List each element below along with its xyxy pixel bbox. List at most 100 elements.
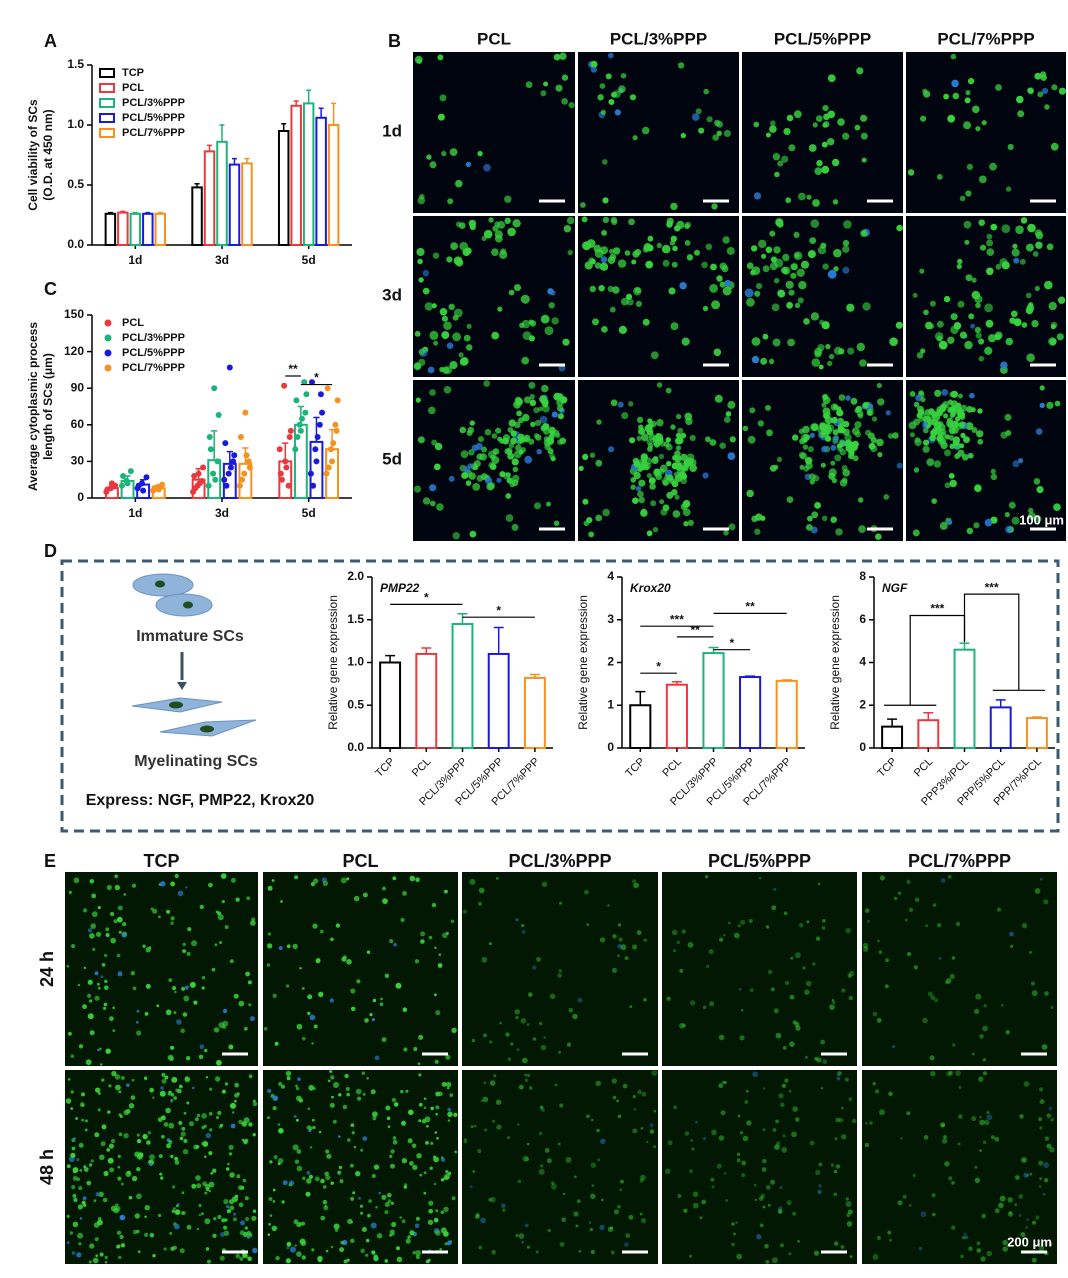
cell <box>208 1151 213 1156</box>
cell <box>417 196 426 205</box>
bar <box>379 661 402 749</box>
cell <box>390 1201 394 1205</box>
cell <box>84 1128 88 1132</box>
cell <box>425 1141 429 1145</box>
cell <box>121 932 127 938</box>
cell <box>208 1111 213 1116</box>
significance-label: * <box>656 659 661 673</box>
cell <box>632 879 637 884</box>
cell <box>441 331 450 340</box>
cell <box>198 1213 202 1217</box>
cell <box>1031 1257 1037 1263</box>
cell <box>313 1024 318 1029</box>
cell <box>312 1125 316 1130</box>
cell <box>483 1081 487 1085</box>
cell <box>367 1213 371 1218</box>
cell <box>559 52 567 60</box>
cell <box>493 1074 497 1078</box>
cell <box>896 462 903 469</box>
cell <box>698 127 705 134</box>
cell <box>916 352 924 359</box>
cell <box>174 990 177 994</box>
cell <box>831 158 840 167</box>
cell <box>428 935 433 940</box>
cell <box>754 290 761 297</box>
cell <box>193 1144 199 1150</box>
cell <box>505 1032 510 1037</box>
cell <box>923 309 929 316</box>
cell <box>710 1177 715 1182</box>
cell <box>871 416 878 422</box>
cell <box>854 421 862 429</box>
cell <box>772 153 781 161</box>
cell <box>666 221 673 228</box>
cell <box>815 115 823 122</box>
cell <box>709 1001 715 1007</box>
cell <box>112 1029 116 1033</box>
cell <box>841 988 846 993</box>
cell <box>814 502 821 509</box>
cell <box>439 308 448 316</box>
cell <box>662 504 670 512</box>
cell <box>443 321 452 331</box>
cell <box>1005 186 1012 192</box>
cell <box>121 1182 124 1186</box>
cell <box>638 479 646 487</box>
cell <box>602 159 608 165</box>
cell <box>330 937 334 942</box>
cell <box>840 1245 845 1249</box>
cell <box>1042 1193 1046 1196</box>
cell <box>684 412 693 421</box>
cell <box>488 461 496 469</box>
cell <box>228 1144 234 1150</box>
cell <box>273 1155 278 1160</box>
error-bar <box>226 450 233 464</box>
cell <box>600 109 606 115</box>
cell <box>308 1174 313 1179</box>
cell <box>788 289 795 296</box>
cell <box>221 1218 226 1223</box>
cell <box>833 1169 838 1174</box>
cell <box>245 971 251 977</box>
cell <box>950 53 957 60</box>
cell <box>515 398 523 406</box>
cell <box>1005 1029 1010 1035</box>
cell <box>330 1075 335 1080</box>
cell <box>822 396 831 405</box>
cell <box>79 1102 85 1108</box>
cell <box>695 108 702 115</box>
cell <box>586 923 590 927</box>
cell <box>558 1050 562 1054</box>
micrograph <box>413 380 575 541</box>
cell <box>532 1037 537 1041</box>
cell <box>252 1101 258 1107</box>
cell <box>897 891 902 895</box>
cell <box>435 1112 439 1116</box>
cell <box>384 973 390 978</box>
cell <box>744 288 754 298</box>
cell <box>944 449 951 457</box>
cell <box>597 94 604 101</box>
cell <box>540 1164 544 1168</box>
error-bar <box>282 442 289 462</box>
cell <box>297 1077 301 1081</box>
cell <box>774 171 780 178</box>
cell <box>709 439 717 446</box>
cell <box>814 1056 819 1061</box>
error-bar <box>671 680 682 685</box>
cell <box>791 1131 797 1138</box>
cell <box>89 1243 95 1249</box>
cell <box>610 1250 615 1255</box>
cell <box>87 979 93 985</box>
cell <box>749 407 756 414</box>
cell <box>296 1023 303 1030</box>
cell <box>736 1152 741 1157</box>
cell <box>238 1202 244 1208</box>
cell <box>278 1128 284 1134</box>
error-bar <box>781 679 792 681</box>
cell <box>301 1255 306 1260</box>
cell <box>201 986 205 990</box>
cell <box>1044 1136 1050 1141</box>
data-point <box>135 482 142 489</box>
cell <box>223 1230 230 1236</box>
